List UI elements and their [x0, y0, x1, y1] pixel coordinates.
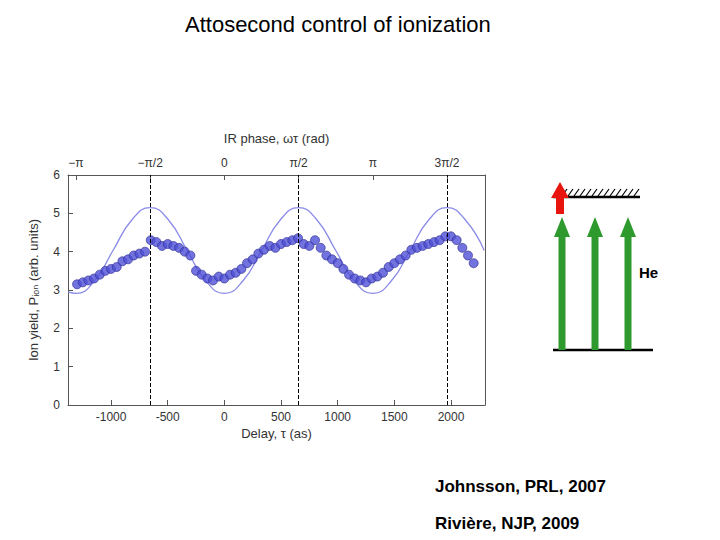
svg-text:500: 500 [271, 410, 291, 424]
svg-text:−π: −π [68, 156, 83, 170]
svg-text:1500: 1500 [381, 410, 408, 424]
svg-text:-500: -500 [156, 410, 180, 424]
html-text:Johnsson, PRL, 2007: Johnsson, PRL, 2007 [435, 477, 606, 496]
svg-text:1: 1 [53, 360, 60, 374]
svg-text:5: 5 [53, 206, 60, 220]
svg-text:4: 4 [53, 245, 60, 259]
svg-text:0: 0 [221, 156, 228, 170]
svg-text:π/2: π/2 [289, 156, 308, 170]
svg-text:3π/2: 3π/2 [435, 156, 460, 170]
svg-text:Delay, τ (as): Delay, τ (as) [241, 426, 312, 441]
svg-text:−π/2: −π/2 [138, 156, 164, 170]
svg-text:2000: 2000 [438, 410, 465, 424]
svg-text:Ion yield, Pᵢₒₙ (arb. units): Ion yield, Pᵢₒₙ (arb. units) [26, 219, 41, 361]
svg-text:IR phase, ωτ (rad): IR phase, ωτ (rad) [224, 131, 329, 146]
svg-text:6: 6 [53, 168, 60, 182]
svg-text:1000: 1000 [324, 410, 351, 424]
svg-text:Attosecond control of ionizati: Attosecond control of ionization [185, 12, 491, 37]
svg-text:2: 2 [53, 321, 60, 335]
html-text:Rivière, NJP, 2009: Rivière, NJP, 2009 [435, 514, 580, 533]
svg-text:-1000: -1000 [96, 410, 127, 424]
svg-text:He: He [639, 264, 658, 281]
svg-text:π: π [369, 156, 377, 170]
svg-text:0: 0 [53, 398, 60, 412]
svg-text:3: 3 [53, 283, 60, 297]
svg-text:0: 0 [221, 410, 228, 424]
